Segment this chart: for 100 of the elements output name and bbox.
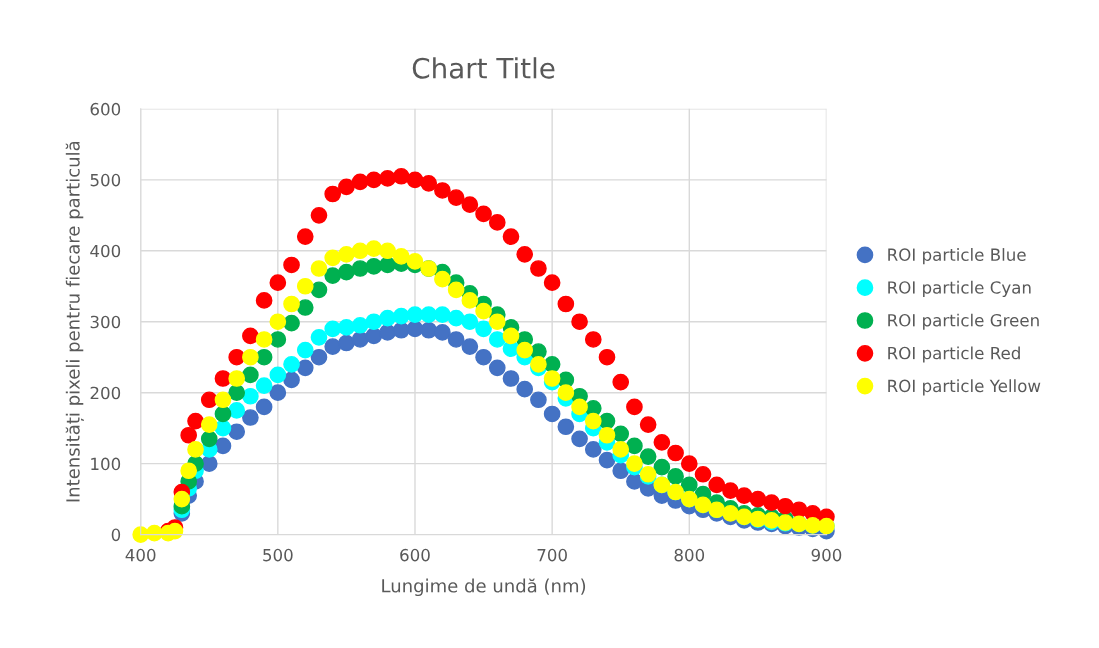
point <box>242 387 259 405</box>
point <box>173 490 191 508</box>
point <box>557 295 575 313</box>
point <box>557 384 575 402</box>
point <box>296 228 314 245</box>
point <box>735 487 753 504</box>
point <box>365 171 383 189</box>
point <box>269 313 287 331</box>
point <box>310 260 328 277</box>
point <box>228 370 246 387</box>
point <box>365 258 383 275</box>
point <box>543 274 561 292</box>
point <box>255 348 273 366</box>
point <box>283 355 300 373</box>
point <box>255 377 273 394</box>
point <box>434 306 451 323</box>
point <box>434 270 451 288</box>
point <box>694 465 712 483</box>
point <box>296 341 314 359</box>
point <box>776 497 794 515</box>
x-tick-label: 500 <box>263 548 293 562</box>
point <box>447 189 465 206</box>
point <box>255 292 273 309</box>
legend-label: ROI particle Yellow <box>888 379 1041 396</box>
point <box>242 409 259 426</box>
point <box>516 341 534 359</box>
point <box>351 260 369 277</box>
point <box>598 451 616 469</box>
point <box>722 504 739 522</box>
point <box>584 412 602 430</box>
point <box>667 468 684 485</box>
point <box>269 366 287 384</box>
point <box>228 423 246 441</box>
point <box>447 331 465 348</box>
point <box>365 313 383 331</box>
point <box>310 206 328 224</box>
point <box>310 329 328 346</box>
point <box>283 314 300 332</box>
y-axis-title: Intensități pixeli pentru fiecare particulă <box>65 141 84 502</box>
y-tick-label: 500 <box>90 173 121 187</box>
point <box>214 437 232 455</box>
point <box>626 398 643 416</box>
point <box>338 178 355 196</box>
point <box>283 371 300 389</box>
point <box>571 398 588 416</box>
legend-label: ROI particle Blue <box>888 248 1026 265</box>
point <box>324 249 342 267</box>
x-tick-label: 600 <box>400 548 430 562</box>
point <box>269 274 287 292</box>
point <box>310 348 328 366</box>
point <box>543 405 561 423</box>
point <box>324 320 342 338</box>
point <box>434 182 451 199</box>
point <box>269 384 287 402</box>
point <box>187 412 204 430</box>
point <box>571 430 588 448</box>
legend-label: ROI particle Green <box>888 313 1039 330</box>
point <box>200 416 218 433</box>
point <box>488 331 506 348</box>
point <box>420 175 438 192</box>
point <box>598 426 616 444</box>
point <box>180 462 198 480</box>
point <box>488 214 506 231</box>
point <box>379 170 396 187</box>
point <box>475 205 492 223</box>
point <box>584 331 602 348</box>
point <box>680 476 698 494</box>
point <box>228 384 246 402</box>
point <box>571 313 588 331</box>
y-tick-label: 200 <box>90 386 121 400</box>
point <box>447 281 465 299</box>
point <box>338 334 355 352</box>
point <box>557 418 575 436</box>
point <box>214 370 232 387</box>
point <box>639 448 657 465</box>
point <box>242 366 259 384</box>
point <box>296 277 314 295</box>
point <box>255 398 273 416</box>
point <box>214 405 232 423</box>
point <box>242 348 259 366</box>
point <box>296 299 314 316</box>
point <box>283 295 300 313</box>
point <box>763 494 780 512</box>
point <box>488 313 506 331</box>
legend-label: ROI particle Red <box>888 346 1020 363</box>
point <box>667 444 684 462</box>
x-tick-label: 400 <box>125 548 156 562</box>
point <box>269 331 287 348</box>
point <box>228 402 246 419</box>
x-tick-label: 700 <box>537 548 567 562</box>
point <box>639 416 657 433</box>
y-tick-label: 100 <box>91 457 121 471</box>
point <box>461 292 479 309</box>
point <box>351 316 369 334</box>
point <box>626 437 643 455</box>
point <box>680 455 698 472</box>
point <box>365 240 383 257</box>
point <box>187 441 204 458</box>
point <box>502 228 520 245</box>
point <box>584 441 602 458</box>
